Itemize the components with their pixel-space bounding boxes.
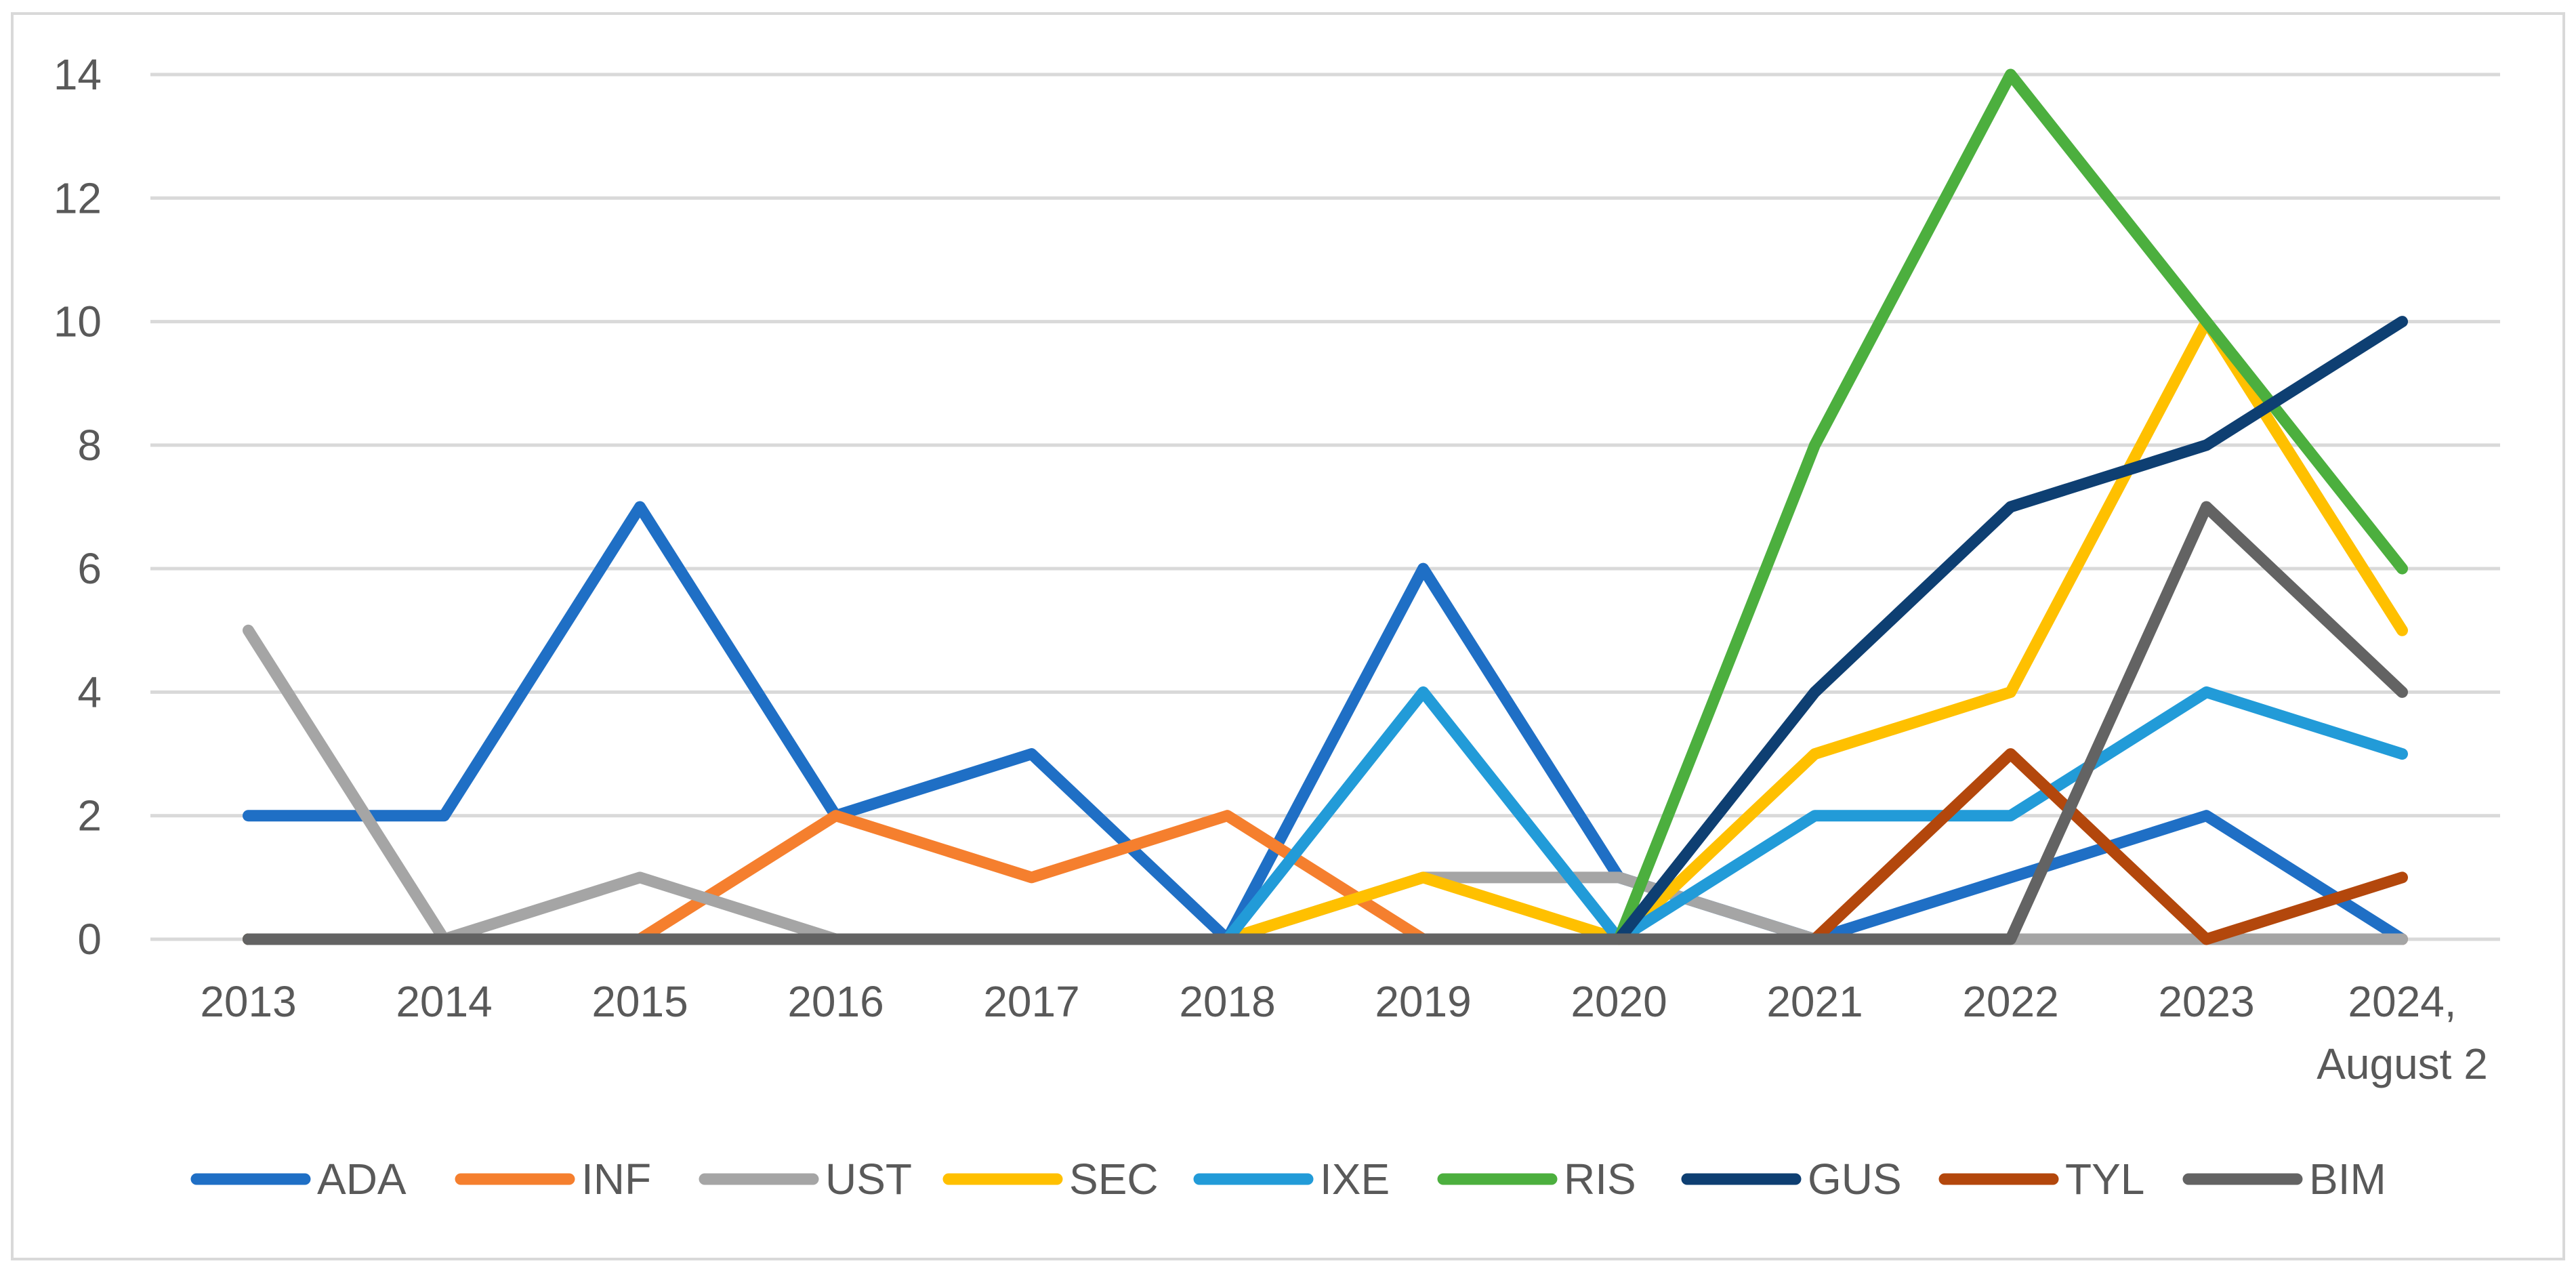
x-tick-label-line: 2019 [1375, 977, 1471, 1026]
gridlines [150, 73, 2500, 941]
y-tick-label: 4 [77, 667, 102, 716]
x-tick-label-line: 2017 [983, 977, 1079, 1026]
legend-label-ada: ADA [317, 1155, 407, 1203]
x-tick-label: 2016 [787, 977, 884, 1026]
x-tick-label: 2014 [396, 977, 492, 1026]
x-tick-label: 2020 [1571, 977, 1667, 1026]
x-tick-label-line: 2021 [1766, 977, 1863, 1026]
legend: ADA INF UST SEC IXE RIS GUS TYL BIM [190, 1155, 2386, 1203]
legend-label-bim: BIM [2309, 1155, 2386, 1203]
x-tick-label-line: 2016 [787, 977, 884, 1026]
x-tick-label: 2017 [983, 977, 1079, 1026]
y-tick-label: 10 [54, 297, 102, 346]
x-tick-label: 2019 [1375, 977, 1471, 1026]
x-tick-label: 2015 [591, 977, 688, 1026]
y-tick-label: 0 [77, 915, 102, 964]
x-tick-label-line: 2013 [200, 977, 296, 1026]
x-tick-label-line: 2018 [1179, 977, 1275, 1026]
y-tick-label: 6 [77, 544, 102, 593]
y-tick-label: 14 [54, 50, 102, 99]
x-tick-label-line: 2015 [591, 977, 688, 1026]
legend-label-sec: SEC [1069, 1155, 1159, 1203]
legend-label-ris: RIS [1564, 1155, 1636, 1203]
y-axis-ticks: 0 2 4 6 8 10 12 14 [54, 50, 102, 964]
series-line-bim [243, 501, 2408, 945]
y-tick-label: 2 [77, 791, 102, 840]
legend-label-gus: GUS [1808, 1155, 1902, 1203]
y-tick-label: 12 [54, 173, 102, 222]
x-tick-label-line: August 2 [2317, 1040, 2488, 1088]
x-tick-label: 2013 [200, 977, 296, 1026]
series-lines [243, 68, 2408, 945]
legend-label-inf: INF [581, 1155, 651, 1203]
legend-label-ust: UST [825, 1155, 912, 1203]
legend-label-tyl: TYL [2065, 1155, 2144, 1203]
x-tick-label-line: 2023 [2158, 977, 2254, 1026]
x-tick-label-line: 2014 [396, 977, 492, 1026]
chart-border [11, 12, 2565, 1260]
legend-label-ixe: IXE [1320, 1155, 1390, 1203]
x-tick-label-line: 2022 [1962, 977, 2058, 1026]
x-tick-label-line: 2024, [2348, 977, 2456, 1026]
x-tick-label: 2023 [2158, 977, 2254, 1026]
y-tick-label: 8 [77, 421, 102, 470]
x-tick-label: 2021 [1766, 977, 1863, 1026]
x-tick-label-line: 2020 [1571, 977, 1667, 1026]
x-tick-label: 2022 [1962, 977, 2058, 1026]
x-tick-label: 2024, August 2 [2317, 977, 2488, 1088]
x-tick-label: 2018 [1179, 977, 1275, 1026]
x-axis-ticks: 2013 2014 2015 2016 2017 2018 2019 2020 2021 2022… [200, 977, 2488, 1088]
